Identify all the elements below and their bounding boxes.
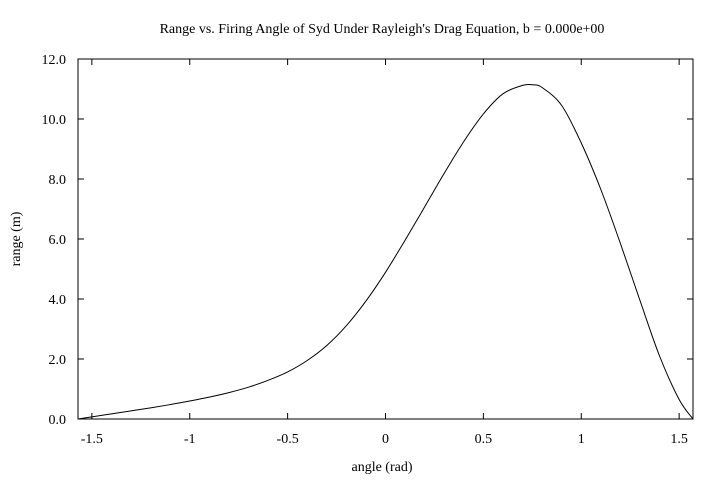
y-tick-label: 12.0 [42,53,67,68]
x-tick-label: 1 [578,432,585,447]
x-tick-label: -1 [184,432,196,447]
x-tick-label: -0.5 [277,432,299,447]
x-tick-label: 1.5 [670,432,688,447]
series-line [77,83,694,420]
y-tick-label: 10.0 [42,113,67,128]
x-tick-label: 0.5 [475,432,493,447]
y-tick-label: 8.0 [49,173,67,188]
x-tick-label: -1.5 [81,432,103,447]
x-tick-label: 0 [382,432,389,447]
y-tick-label: 2.0 [49,353,67,368]
plot-frame [77,58,694,420]
x-axis-label: angle (rad) [351,460,412,475]
y-tick-label: 0.0 [49,413,67,428]
chart-title: Range vs. Firing Angle of Syd Under Rayl… [160,22,605,37]
y-axis-label: range (m) [9,211,24,266]
y-tick-label: 4.0 [49,293,67,308]
y-tick-label: 6.0 [49,233,67,248]
tick-group: -1.5 -1 -0.5 0 0.5 1 1.5 0.0 2.0 4.0 6.0 8.0 10.0 12.… [42,53,693,447]
